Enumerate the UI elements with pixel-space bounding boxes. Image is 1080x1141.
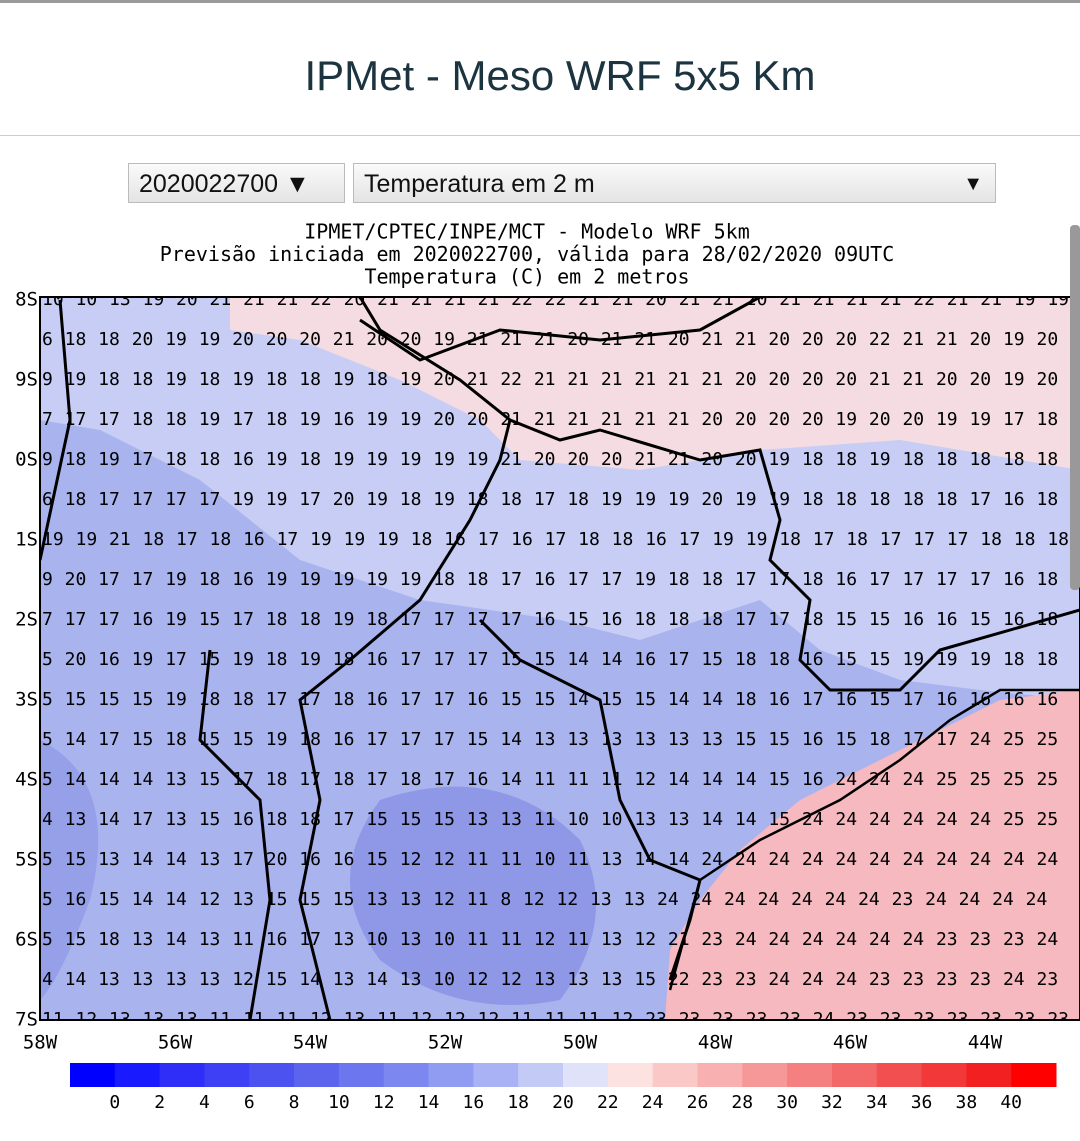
- colorbar-swatch: [966, 1063, 1012, 1087]
- colorbar-swatch: [338, 1063, 385, 1087]
- lat-label: 9S: [15, 369, 38, 391]
- run-select[interactable]: 2020022700 ▼: [128, 163, 345, 203]
- lon-label: 56W: [158, 1032, 193, 1054]
- lat-label: 4S: [15, 769, 38, 791]
- scrollbar[interactable]: [1070, 225, 1080, 590]
- colorbar-label: 6: [244, 1092, 255, 1113]
- colorbar-label: 38: [956, 1092, 978, 1113]
- grid-row: 11 12 13 13 13 11 11 11 12 13 11 12 12 1…: [42, 1009, 1069, 1030]
- colorbar-label: 30: [776, 1092, 798, 1113]
- lat-label: 5S: [15, 849, 38, 871]
- colorbar-label: 16: [463, 1092, 485, 1113]
- colorbar-label: 8: [289, 1092, 300, 1113]
- colorbar-swatch: [831, 1063, 878, 1087]
- lat-label: 2S: [15, 609, 38, 631]
- colorbar-label: 10: [328, 1092, 350, 1113]
- value-grid: 10 10 13 19 20 21 21 21 22 20 21 21 21 2…: [42, 289, 1069, 1030]
- map-title-line: Previsão iniciada em 2020022700, válida …: [160, 242, 895, 266]
- colorbar-swatch: [697, 1063, 743, 1087]
- map-title-line: Temperatura (C) em 2 metros: [364, 265, 689, 289]
- grid-row: 5 15 18 13 14 13 11 16 17 13 10 13 10 11…: [42, 929, 1058, 950]
- grid-row: 10 10 13 19 20 21 21 21 22 20 21 21 21 2…: [42, 289, 1069, 310]
- lat-label: 7S: [15, 1009, 38, 1031]
- lon-label: 52W: [428, 1032, 463, 1054]
- variable-label: Temperatura em 2 m: [364, 170, 595, 198]
- colorbar-label: 34: [866, 1092, 888, 1113]
- colorbar-label: 12: [373, 1092, 395, 1113]
- colorbar-label: 32: [821, 1092, 843, 1113]
- colorbar-swatch: [428, 1063, 474, 1087]
- colorbar-swatch: [652, 1063, 698, 1087]
- grid-row: 5 16 15 14 14 12 13 15 15 15 13 13 12 11…: [42, 889, 1047, 910]
- grid-row: 7 17 17 18 18 19 17 18 19 16 19 19 20 20…: [42, 409, 1058, 430]
- map-title-line: IPMET/CPTEC/INPE/MCT - Modelo WRF 5km: [304, 220, 750, 244]
- separator: [0, 135, 1080, 136]
- grid-row: 5 14 14 14 13 15 17 18 17 18 17 18 17 16…: [42, 769, 1058, 790]
- colorbar-swatch: [607, 1063, 654, 1087]
- lon-label: 54W: [293, 1032, 328, 1054]
- grid-row: 6 18 18 20 19 19 20 20 20 21 20 20 19 21…: [42, 329, 1058, 350]
- colorbar-label: 0: [109, 1092, 120, 1113]
- colorbar-swatch: [159, 1063, 205, 1087]
- lat-label: 1S: [15, 529, 38, 551]
- lon-label: 46W: [833, 1032, 868, 1054]
- lon-label: 50W: [563, 1032, 598, 1054]
- colorbar-label: 18: [507, 1092, 529, 1113]
- grid-row: 6 18 17 17 17 17 19 19 17 20 19 18 19 18…: [42, 489, 1058, 510]
- lat-label: 0S: [15, 449, 38, 471]
- colorbar-swatch: [787, 1063, 833, 1087]
- lon-label: 44W: [968, 1032, 1003, 1054]
- grid-row: 7 17 17 16 19 15 17 18 18 19 18 17 17 17…: [42, 609, 1058, 630]
- colorbar-swatch: [563, 1063, 609, 1087]
- page-title: IPMet - Meso WRF 5x5 Km: [304, 52, 816, 99]
- colorbar-label: 36: [911, 1092, 933, 1113]
- grid-row: 5 14 17 15 18 15 15 19 18 16 17 17 17 15…: [42, 729, 1058, 750]
- colorbar-label: 26: [687, 1092, 709, 1113]
- lat-label: 6S: [15, 929, 38, 951]
- colorbar-swatch: [249, 1063, 295, 1087]
- dropdown-arrow: ▼: [963, 173, 983, 195]
- lat-label: 8S: [15, 289, 38, 311]
- colorbar-swatch: [518, 1063, 564, 1087]
- colorbar-label: 20: [552, 1092, 574, 1113]
- colorbar-label: 2: [154, 1092, 165, 1113]
- colorbar-label: 24: [642, 1092, 664, 1113]
- top-border: [0, 0, 1080, 3]
- colorbar-label: 14: [418, 1092, 440, 1113]
- grid-row: 9 19 18 18 19 18 19 18 18 19 18 19 20 21…: [42, 369, 1058, 390]
- grid-row: 9 20 17 17 19 18 16 19 19 19 19 19 18 18…: [42, 569, 1058, 590]
- map-background: [40, 297, 1080, 1020]
- colorbar-swatch: [1011, 1063, 1057, 1087]
- colorbar-label: 22: [597, 1092, 619, 1113]
- colorbar-swatch: [742, 1063, 788, 1087]
- grid-row: 5 15 13 14 14 13 17 20 16 16 15 12 12 11…: [42, 849, 1058, 870]
- grid-row: 5 15 15 15 19 18 18 17 17 18 16 17 17 16…: [42, 689, 1058, 710]
- grid-row: 9 18 19 17 18 18 16 19 18 19 19 19 19 19…: [42, 449, 1058, 470]
- grid-row: 4 14 13 13 13 13 12 15 14 13 14 13 10 12…: [42, 969, 1058, 990]
- variable-select[interactable]: Temperatura em 2 m ▼: [353, 163, 996, 203]
- colorbar-swatch: [114, 1063, 161, 1087]
- colorbar-swatch: [383, 1063, 430, 1087]
- grid-row: 19 19 21 18 17 18 16 17 19 19 19 18 16 1…: [42, 529, 1069, 550]
- colorbar-swatch: [204, 1063, 250, 1087]
- lon-label: 58W: [23, 1032, 58, 1054]
- colorbar-swatch: [921, 1063, 967, 1087]
- colorbar-swatch: [473, 1063, 519, 1087]
- grid-row: 5 20 16 19 17 15 19 18 19 18 16 17 17 17…: [42, 649, 1058, 670]
- colorbar-swatch: [876, 1063, 923, 1087]
- colorbar-swatch: [294, 1063, 340, 1087]
- colorbar-swatch: [70, 1063, 116, 1087]
- colorbar-label: 4: [199, 1092, 210, 1113]
- colorbar-label: 28: [731, 1092, 753, 1113]
- map-frame: [39, 296, 1080, 1021]
- grid-row: 4 13 14 17 13 15 16 18 18 17 15 15 15 13…: [42, 809, 1058, 830]
- colorbar-label: 40: [1000, 1092, 1022, 1113]
- lon-label: 48W: [698, 1032, 733, 1054]
- lat-label: 3S: [15, 689, 38, 711]
